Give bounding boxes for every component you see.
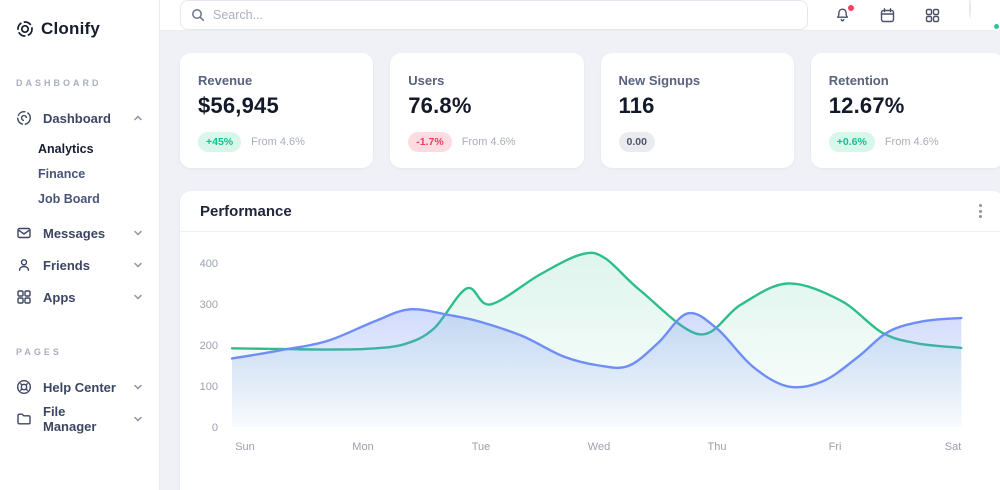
chevron-down-icon bbox=[133, 260, 143, 270]
app-title: Clonify bbox=[41, 19, 101, 38]
chevron-down-icon bbox=[133, 382, 143, 392]
kebab-menu-icon[interactable] bbox=[975, 200, 986, 222]
trend-badge: +0.6% bbox=[828, 132, 875, 152]
search-icon bbox=[191, 8, 205, 22]
topbar bbox=[160, 0, 1000, 31]
help-icon bbox=[16, 379, 32, 395]
chevron-down-icon bbox=[133, 292, 143, 302]
sidebar-subitem-finance[interactable]: Finance bbox=[38, 166, 86, 181]
sidebar-item-label: Apps bbox=[43, 289, 76, 305]
trend-badge: +45% bbox=[198, 132, 242, 152]
line-blue bbox=[230, 308, 963, 389]
folder-icon bbox=[16, 411, 32, 427]
dashboard-subnav: Analytics Finance Job Board bbox=[0, 136, 159, 211]
section-label-dashboard: DASHBOARD bbox=[16, 78, 102, 88]
topbar-actions bbox=[834, 0, 1000, 31]
section-label-pages: PAGES bbox=[16, 347, 62, 357]
trend-badge: -1.7% bbox=[408, 132, 452, 152]
user-icon bbox=[16, 257, 32, 273]
sidebar-item-label: Friends bbox=[43, 257, 90, 273]
stat-card-revenue: Revenue $56,945 +45% From 4.6% bbox=[180, 53, 374, 168]
stat-note: From 4.6% bbox=[884, 136, 939, 148]
stat-value: $56,945 bbox=[198, 93, 279, 118]
chevron-down-icon bbox=[133, 228, 143, 238]
sidebar-item-label: Dashboard bbox=[43, 110, 111, 126]
area-blue bbox=[232, 309, 962, 427]
x-axis-label: Sat bbox=[945, 441, 962, 453]
stat-value: 12.67% bbox=[828, 93, 905, 118]
x-axis-label: Fri bbox=[829, 441, 842, 453]
sidebar-item-label: Messages bbox=[43, 225, 106, 241]
stat-value: 76.8% bbox=[408, 93, 472, 118]
stat-note: From 4.6% bbox=[251, 136, 305, 148]
avatar-photo bbox=[969, 0, 971, 18]
sidebar-item-friends[interactable]: Friends bbox=[0, 249, 159, 281]
x-axis-label: Thu bbox=[708, 441, 727, 453]
trend-badge: 0.00 bbox=[618, 132, 655, 152]
y-axis-label: 300 bbox=[200, 299, 218, 311]
sidebar-item-help-center[interactable]: Help Center bbox=[0, 371, 159, 403]
logo[interactable]: Clonify bbox=[0, 14, 159, 44]
performance-header: Performance bbox=[180, 191, 1000, 232]
stat-value: 116 bbox=[618, 93, 655, 118]
y-axis-label: 100 bbox=[200, 381, 218, 393]
performance-chart: 0 100 200 300 400 Sun Mon Tue Wed Thu Fri Sat bbox=[200, 251, 963, 453]
content: Revenue $56,945 +45% From 4.6% Users 76.… bbox=[160, 31, 1000, 490]
stat-label: Revenue bbox=[198, 73, 253, 88]
performance-card: Performance 0 100 200 300 400 Sun Mon Tue Wed Thu… bbox=[180, 191, 1000, 490]
notification-dot bbox=[848, 4, 854, 11]
chevron-up-icon bbox=[133, 113, 143, 123]
apps-icon bbox=[16, 289, 32, 305]
chevron-down-icon bbox=[133, 414, 143, 424]
x-axis-label: Sun bbox=[235, 441, 255, 453]
stat-note: From 4.6% bbox=[461, 136, 516, 148]
sidebar-item-label: File Manager bbox=[43, 404, 97, 434]
performance-title: Performance bbox=[200, 202, 292, 220]
sidebar: Clonify DASHBOARD Dashboard Analytics Fi… bbox=[0, 0, 160, 490]
stat-label: Users bbox=[408, 73, 445, 88]
x-axis-label: Tue bbox=[472, 441, 491, 453]
grid-icon[interactable] bbox=[924, 7, 941, 24]
sidebar-item-file-manager[interactable]: File Manager bbox=[0, 403, 159, 435]
sidebar-item-dashboard[interactable]: Dashboard bbox=[0, 102, 159, 134]
sidebar-item-messages[interactable]: Messages bbox=[0, 217, 159, 249]
sidebar-subitem-job-board[interactable]: Job Board bbox=[38, 191, 100, 206]
stat-label: Retention bbox=[828, 73, 889, 88]
search-box[interactable] bbox=[180, 0, 808, 30]
online-status-dot bbox=[992, 22, 1000, 31]
mail-icon bbox=[16, 225, 32, 241]
sidebar-subitem-analytics[interactable]: Analytics bbox=[38, 141, 94, 156]
x-axis-label: Mon bbox=[352, 441, 373, 453]
y-axis-label: 200 bbox=[200, 340, 218, 352]
bell-icon[interactable] bbox=[834, 4, 854, 24]
clonify-logo-icon bbox=[16, 20, 34, 38]
y-axis-label: 0 bbox=[212, 422, 218, 434]
main-area: Revenue $56,945 +45% From 4.6% Users 76.… bbox=[160, 0, 1000, 490]
stat-card-new-signups: New Signups 116 0.00 bbox=[600, 53, 794, 168]
stat-card-retention: Retention 12.67% +0.6% From 4.6% bbox=[810, 53, 1000, 168]
user-avatar[interactable] bbox=[969, 0, 1000, 31]
stat-label: New Signups bbox=[618, 73, 701, 88]
dashboard-icon bbox=[16, 110, 32, 126]
stat-card-users: Users 76.8% -1.7% From 4.6% bbox=[390, 53, 584, 168]
y-axis-label: 400 bbox=[200, 258, 218, 270]
sidebar-item-apps[interactable]: Apps bbox=[0, 281, 159, 313]
calendar-icon[interactable] bbox=[879, 7, 896, 24]
sidebar-item-label: Help Center bbox=[43, 379, 116, 395]
x-axis-label: Wed bbox=[588, 441, 610, 453]
search-input[interactable] bbox=[213, 8, 797, 22]
stats-row: Revenue $56,945 +45% From 4.6% Users 76.… bbox=[180, 53, 1000, 168]
